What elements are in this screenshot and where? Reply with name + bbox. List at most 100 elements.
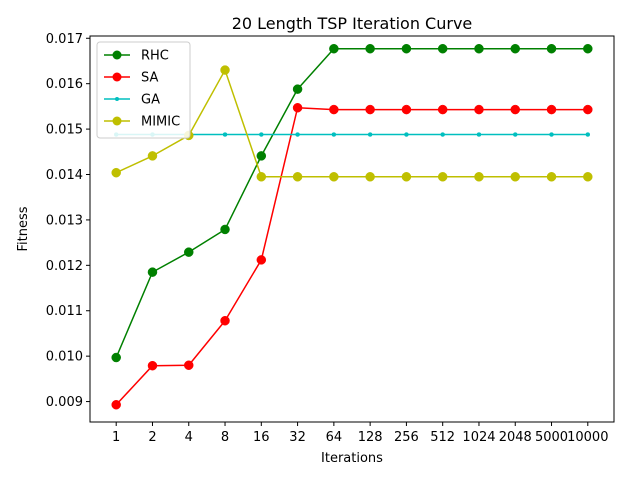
- data-point: [147, 360, 158, 371]
- legend-item-mimic: MIMIC: [104, 115, 180, 130]
- data-point: [256, 151, 267, 161]
- data-point: [111, 399, 121, 410]
- legend-swatch-marker: [112, 50, 122, 60]
- data-point: [583, 104, 593, 115]
- series-line: [115, 107, 588, 406]
- data-point: [292, 172, 303, 182]
- data-point: [583, 172, 593, 182]
- x-tick-label: 128: [358, 430, 383, 445]
- y-tick-label: 0.010: [46, 350, 83, 365]
- data-point: [222, 132, 228, 137]
- y-tick-label: 0.017: [46, 32, 83, 47]
- data-point: [546, 172, 557, 182]
- data-point: [292, 84, 303, 94]
- chart-title: 20 Length TSP Iteration Curve: [232, 14, 473, 33]
- data-point: [549, 132, 554, 137]
- legend-swatch-marker: [115, 97, 119, 101]
- data-point: [329, 104, 339, 115]
- data-point: [220, 315, 230, 326]
- legend-box: [96, 41, 191, 139]
- data-point: [111, 167, 121, 178]
- data-point: [437, 43, 448, 54]
- x-axis-title: Iterations: [321, 451, 383, 466]
- data-point: [365, 43, 375, 54]
- legend-label: GA: [141, 93, 160, 108]
- y-tick-label: 0.015: [46, 123, 83, 138]
- y-tick-label: 0.014: [46, 168, 83, 183]
- legend-swatch-marker: [112, 72, 122, 82]
- data-point: [546, 43, 557, 54]
- x-tick-label: 10000: [567, 430, 608, 445]
- y-tick-label: 0.016: [46, 77, 83, 92]
- legend-label: SA: [141, 71, 158, 86]
- data-point: [256, 172, 267, 182]
- series-line: [115, 69, 588, 178]
- data-point: [331, 132, 337, 137]
- x-tick-label: 16: [253, 430, 270, 445]
- data-point: [184, 360, 194, 370]
- data-point: [401, 172, 412, 182]
- data-point: [510, 172, 520, 182]
- series-layer: [111, 43, 593, 410]
- data-point: [329, 172, 339, 182]
- x-tick-label: 1: [112, 430, 120, 445]
- x-tick-label: 32: [289, 430, 306, 445]
- data-point: [365, 104, 375, 115]
- x-tick-label: 2048: [499, 430, 532, 445]
- data-point: [440, 132, 445, 137]
- data-point: [367, 132, 373, 137]
- y-tick-label: 0.013: [46, 213, 83, 228]
- legend-item-rhc: RHC: [104, 49, 169, 64]
- legend: RHC SA GA MIMIC: [96, 41, 191, 139]
- series-line: [115, 47, 588, 358]
- plot-area: [89, 35, 615, 423]
- x-axis: 1 2 4 8 16 32 64 128 256 512 1024 2048 5000 10000: [112, 422, 608, 445]
- series-rhc: [111, 43, 593, 363]
- data-point: [476, 132, 482, 137]
- data-point: [510, 104, 520, 115]
- y-axis-title: Fitness: [16, 206, 31, 251]
- data-point: [474, 43, 484, 54]
- data-point: [147, 267, 158, 277]
- legend-item-ga: GA: [104, 93, 160, 108]
- data-point: [583, 43, 593, 54]
- y-tick-label: 0.012: [46, 259, 83, 274]
- data-point: [437, 172, 448, 182]
- data-point: [220, 224, 230, 235]
- data-point: [401, 43, 412, 54]
- legend-swatch-marker: [112, 116, 122, 126]
- data-point: [546, 104, 557, 115]
- x-tick-label: 5000: [535, 430, 568, 445]
- y-axis: 0.009 0.010 0.011 0.012 0.013 0.014 0.015 0.016…: [46, 32, 90, 410]
- y-tick-label: 0.009: [46, 395, 83, 410]
- data-point: [111, 352, 121, 363]
- legend-label: MIMIC: [141, 115, 180, 130]
- data-point: [474, 104, 484, 115]
- x-tick-label: 256: [394, 430, 419, 445]
- data-point: [585, 132, 591, 137]
- data-point: [259, 132, 264, 137]
- x-tick-label: 512: [430, 430, 455, 445]
- data-point: [365, 172, 375, 182]
- legend-item-sa: SA: [104, 71, 158, 86]
- data-point: [404, 132, 409, 137]
- series-sa: [111, 103, 593, 410]
- data-point: [437, 104, 448, 115]
- legend-label: RHC: [141, 49, 169, 64]
- data-point: [510, 43, 520, 54]
- data-point: [184, 247, 194, 257]
- data-point: [256, 255, 267, 265]
- data-point: [329, 43, 339, 54]
- x-tick-label: 8: [221, 430, 229, 445]
- x-tick-label: 64: [326, 430, 343, 445]
- data-point: [220, 65, 230, 75]
- x-tick-label: 1024: [462, 430, 495, 445]
- data-point: [292, 103, 303, 113]
- data-point: [401, 104, 412, 115]
- data-point: [295, 132, 300, 137]
- data-point: [147, 151, 158, 161]
- x-tick-label: 4: [185, 430, 193, 445]
- data-point: [474, 172, 484, 182]
